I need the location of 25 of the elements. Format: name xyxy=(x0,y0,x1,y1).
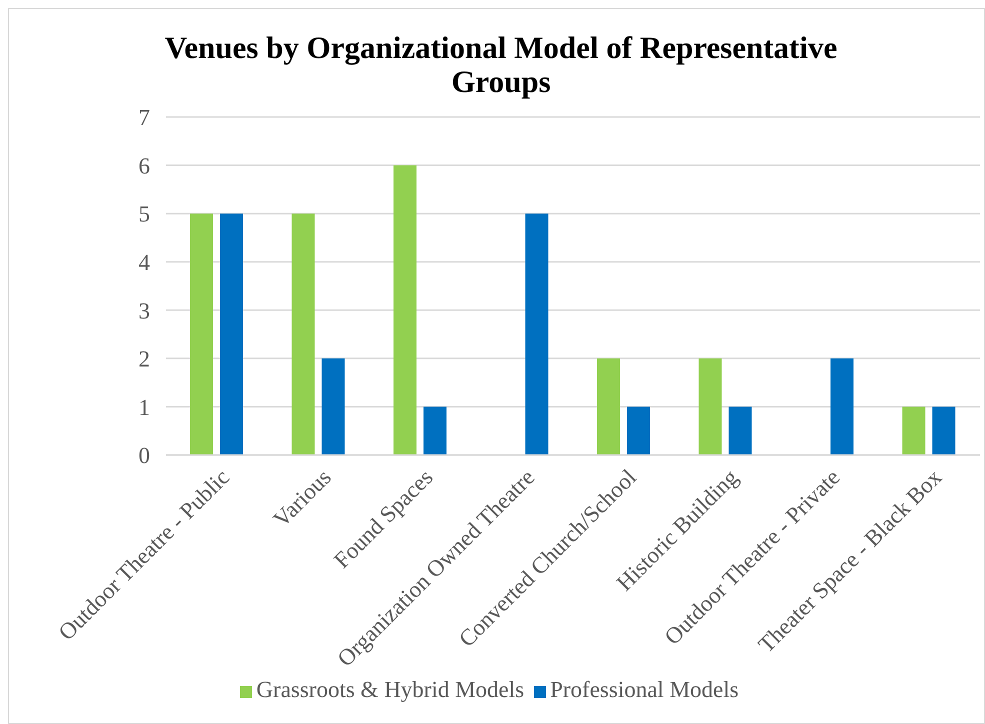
y-tick-label: 1 xyxy=(138,394,150,420)
y-tick-label: 6 xyxy=(138,153,150,178)
chart-title: Venues by Organizational Model of Representative Groups xyxy=(164,30,838,99)
y-tick-label: 4 xyxy=(138,250,150,276)
bar xyxy=(292,214,315,455)
y-tick-label: 7 xyxy=(138,105,150,130)
bar xyxy=(627,406,650,455)
bar xyxy=(424,406,446,455)
legend-label: Grassroots & Hybrid Models xyxy=(256,677,524,702)
bar xyxy=(525,214,548,455)
bar xyxy=(932,406,956,455)
bar xyxy=(728,406,752,455)
bar xyxy=(322,358,345,455)
bar xyxy=(190,214,213,455)
y-tick-label: 3 xyxy=(138,298,150,324)
bar xyxy=(830,358,854,455)
y-tick-label: 5 xyxy=(138,202,150,227)
y-tick-label: 0 xyxy=(138,443,150,468)
bar xyxy=(394,165,416,455)
legend-label: Professional Models xyxy=(550,677,739,702)
y-tick-label: 2 xyxy=(138,346,150,372)
bar xyxy=(698,358,722,455)
bar xyxy=(902,406,926,455)
bar xyxy=(597,358,620,455)
bar xyxy=(220,214,243,455)
